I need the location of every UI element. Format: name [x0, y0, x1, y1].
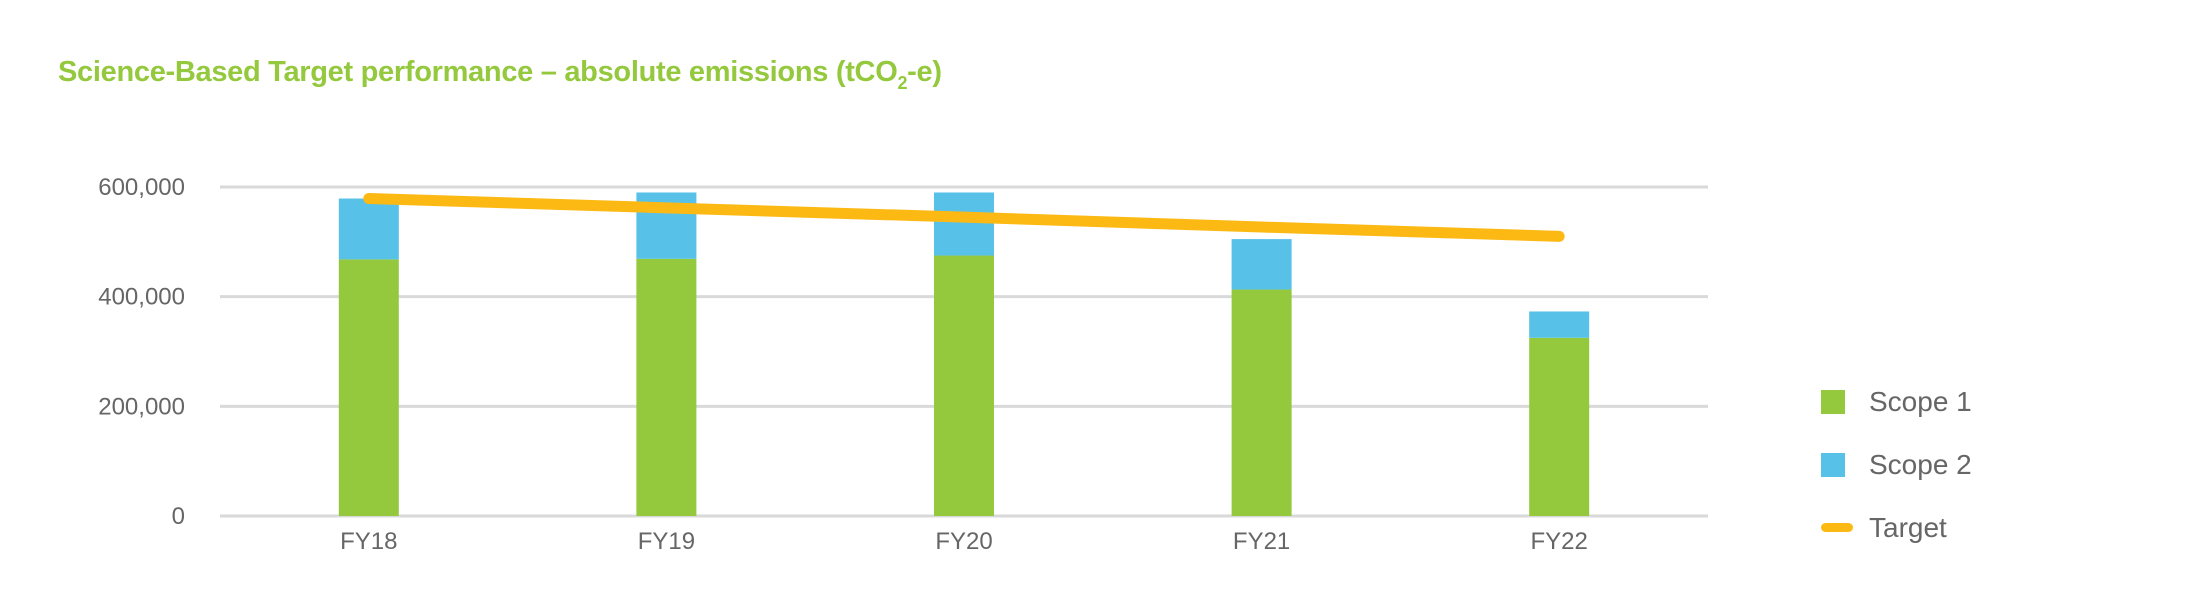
legend-label: Target	[1869, 511, 1947, 543]
y-tick-label: 0	[172, 503, 185, 530]
legend-label: Scope 1	[1869, 385, 1972, 417]
y-tick-label: 200,000	[98, 393, 185, 420]
bar-scope1	[934, 255, 994, 516]
legend: Scope 1 Scope 2 Target	[1821, 370, 1972, 559]
title-text: Science-Based Target performance – absol…	[58, 56, 898, 88]
y-tick-label: 400,000	[98, 284, 185, 311]
scope1-swatch	[1821, 389, 1845, 414]
legend-item-scope2: Scope 2	[1821, 433, 1972, 496]
legend-item-scope1: Scope 1	[1821, 370, 1972, 433]
bar-scope1	[1529, 337, 1590, 516]
bar-scope2	[1529, 311, 1590, 338]
bar-scope1	[338, 259, 399, 516]
x-tick-label: FY18	[340, 528, 397, 555]
target-line	[363, 193, 1565, 242]
scope2-swatch	[1821, 452, 1845, 477]
title-end: -e)	[907, 56, 942, 88]
bar-scope1	[1231, 289, 1292, 516]
bar-scope2	[934, 192, 994, 256]
x-tick-label: FY21	[1233, 528, 1290, 555]
title-subscript: 2	[897, 73, 908, 93]
legend-item-target: Target	[1821, 496, 1972, 559]
y-tick-label: 600,000	[98, 174, 185, 201]
x-tick-label: FY19	[638, 528, 695, 555]
bar-scope2	[338, 198, 399, 260]
legend-label: Scope 2	[1869, 448, 1972, 480]
bar-scope1	[636, 258, 697, 516]
target-swatch	[1821, 523, 1853, 532]
x-tick-label: FY22	[1531, 528, 1588, 555]
chart-title: Science-Based Target performance – absol…	[58, 56, 942, 94]
bar-scope2	[1231, 239, 1292, 290]
x-tick-label: FY20	[935, 528, 992, 555]
